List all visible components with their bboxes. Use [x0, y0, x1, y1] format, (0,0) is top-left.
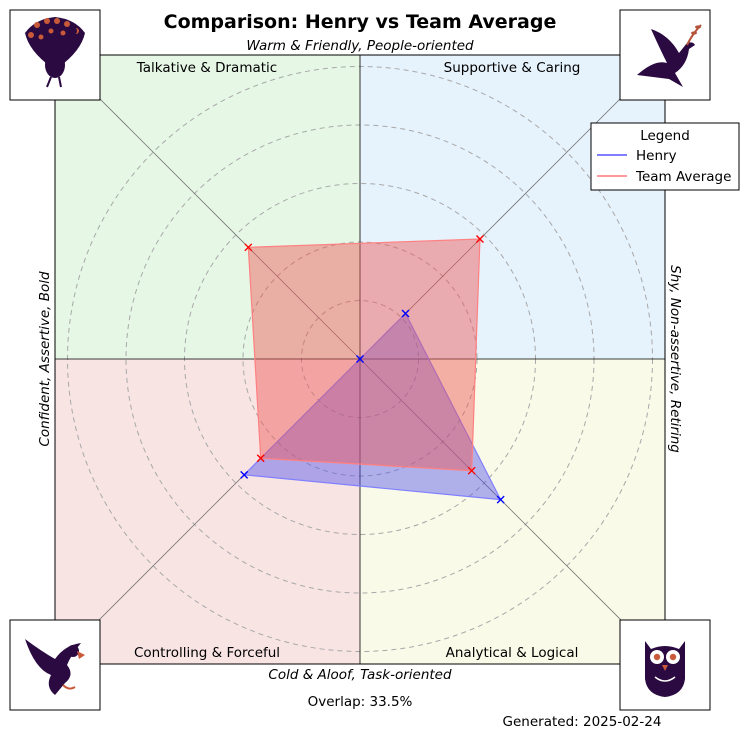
axis-label-top: Warm & Friendly, People-oriented: [246, 38, 474, 54]
point-team-average-controlling: [256, 454, 265, 463]
legend-label-henry: Henry: [636, 148, 677, 164]
peacock-icon: [25, 17, 85, 88]
point-henry-controlling: [240, 470, 249, 479]
overlap-text: Overlap: 33.5%: [308, 694, 413, 710]
legend: Legend Henry Team Average: [590, 122, 740, 191]
quadrant-label-controlling: Controlling & Forceful: [134, 645, 280, 661]
quadrant-label-analytical: Analytical & Logical: [446, 645, 579, 661]
generated-text: Generated: 2025-02-24: [503, 714, 662, 730]
dove-icon: [637, 24, 702, 87]
legend-label-team-average: Team Average: [635, 169, 731, 185]
quadrant-label-talkative: Talkative & Dramatic: [136, 60, 277, 76]
axis-label-bottom: Cold & Aloof, Task-oriented: [268, 667, 452, 683]
owl-icon: [645, 641, 685, 697]
point-team-average-analytical: [467, 466, 476, 475]
point-henry-supportive: [401, 309, 410, 318]
quadrant-label-supportive: Supportive & Caring: [444, 60, 581, 76]
chart-title: Comparison: Henry vs Team Average: [164, 11, 557, 33]
series-area-team-average: [247, 238, 481, 472]
eagle-icon: [25, 639, 85, 695]
point-henry-talkative: [356, 355, 364, 363]
point-team-average-talkative: [244, 243, 253, 252]
legend-title: Legend: [640, 128, 690, 144]
axis-label-right: Shy, Non-assertive, Retiring: [667, 265, 683, 453]
point-henry-analytical: [496, 495, 505, 504]
axis-label-left: Confident, Assertive, Bold: [37, 271, 53, 447]
point-team-average-supportive: [475, 235, 484, 244]
legend-box: [590, 122, 740, 191]
plot-frame: [54, 54, 666, 665]
